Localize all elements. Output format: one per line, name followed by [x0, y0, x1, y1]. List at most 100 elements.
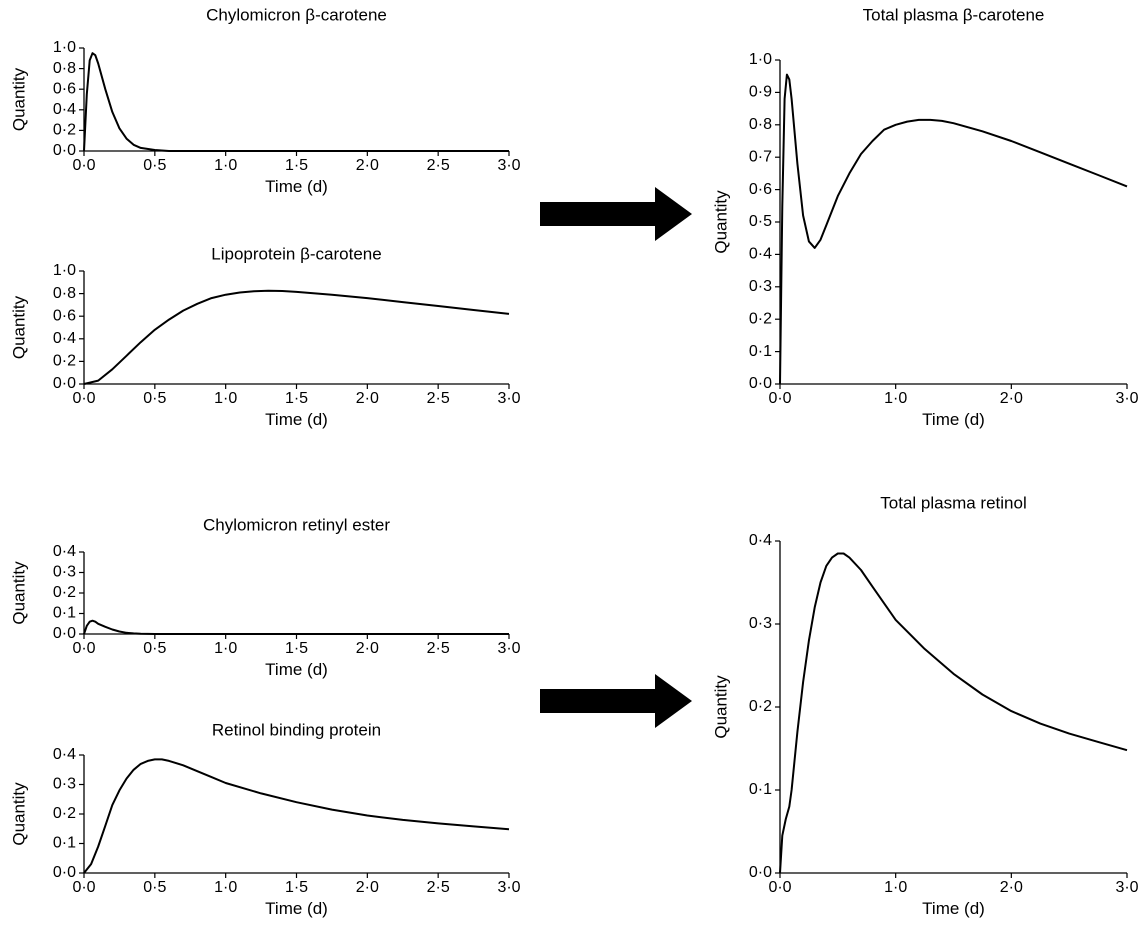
x-axis-label: Time (d): [265, 660, 328, 679]
y-tick-label: 0·3: [749, 615, 772, 632]
y-tick-label: 0·4: [749, 532, 772, 549]
series-line: [83, 289, 510, 385]
y-tick-label: 0·6: [53, 80, 76, 97]
y-tick-label: 0·9: [749, 84, 772, 101]
x-tick-label: 2·0: [356, 157, 379, 174]
chart-title: Chylomicron β-carotene: [206, 5, 387, 24]
x-tick-label: 0·5: [143, 640, 166, 657]
y-tick-label: 0·8: [53, 285, 76, 302]
y-tick-label: 0·4: [749, 246, 772, 263]
chart-panel-6: Total plasma retinol 0·0 1·0 2·0 3·0 0·0 0·1 0·…: [711, 493, 1138, 918]
y-tick-label: 0·1: [749, 343, 772, 360]
x-tick-label: 2·5: [427, 157, 450, 174]
y-tick-label: 0·0: [749, 375, 772, 392]
x-tick-label: 3·0: [497, 879, 520, 896]
series-line: [83, 52, 509, 152]
x-tick-label: 2·5: [427, 390, 450, 407]
y-tick-label: 0·2: [749, 698, 772, 715]
y-tick-label: 0·2: [53, 805, 76, 822]
x-tick-label: 1·5: [285, 390, 308, 407]
x-tick-label: 0·5: [143, 157, 166, 174]
chart-panel-5: Retinol binding protein 0·0 0·5 1·0 1·5 2·0 2·…: [9, 720, 520, 918]
x-tick-label: 2·0: [356, 390, 379, 407]
y-tick-label: 0·3: [53, 776, 76, 793]
x-tick-label: 2·5: [427, 879, 450, 896]
y-tick-label: 0·2: [749, 310, 772, 327]
y-tick-label: 0·5: [749, 213, 772, 230]
chart-title: Total plasma retinol: [880, 493, 1026, 512]
x-tick-label: 1·5: [285, 879, 308, 896]
y-tick-label: 0·2: [53, 584, 76, 601]
y-tick-label: 0·4: [53, 746, 76, 763]
x-axis-label: Time (d): [265, 899, 328, 918]
x-tick-label: 2·5: [427, 640, 450, 657]
chart-title: Lipoprotein β-carotene: [211, 244, 381, 263]
series-line: [779, 552, 1128, 874]
chart-title: Retinol binding protein: [212, 720, 381, 739]
x-tick-label: 1·5: [285, 640, 308, 657]
y-tick-label: 0·6: [749, 181, 772, 198]
y-tick-label: 0·0: [53, 625, 76, 642]
y-tick-label: 0·2: [53, 122, 76, 139]
x-tick-label: 1·0: [214, 157, 237, 174]
chart-panel-2: Lipoprotein β-carotene 0·0 0·5 1·0 1·5 2·0 2·5…: [9, 244, 520, 429]
x-tick-label: 0·0: [768, 879, 791, 896]
y-tick-label: 0·4: [53, 543, 76, 560]
x-tick-label: 3·0: [497, 390, 520, 407]
y-tick-label: 0·1: [53, 835, 76, 852]
chart-title: Chylomicron retinyl ester: [203, 515, 390, 534]
x-tick-label: 0·0: [768, 390, 791, 407]
chart-title: Total plasma β-carotene: [863, 5, 1045, 24]
y-axis-label: Quantity: [9, 561, 28, 625]
x-tick-label: 2·0: [356, 640, 379, 657]
x-axis-label: Time (d): [922, 410, 985, 429]
chart-panel-1: Chylomicron β-carotene 0·0 0·5 1·0 1·5 2·0 2·5…: [9, 5, 520, 196]
x-tick-label: 3·0: [1115, 390, 1138, 407]
series-line: [83, 619, 509, 635]
y-tick-label: 0·6: [53, 307, 76, 324]
x-tick-label: 2·0: [1000, 879, 1023, 896]
x-tick-label: 1·0: [214, 640, 237, 657]
y-tick-label: 0·8: [53, 60, 76, 77]
x-axis-label: Time (d): [922, 899, 985, 918]
x-tick-label: 3·0: [1115, 879, 1138, 896]
x-axis-label: Time (d): [265, 177, 328, 196]
y-tick-label: 0·1: [53, 605, 76, 622]
y-tick-label: 0·4: [53, 101, 76, 118]
y-tick-label: 1·0: [749, 51, 772, 68]
x-tick-label: 1·0: [884, 390, 907, 407]
x-tick-label: 1·0: [214, 879, 237, 896]
y-tick-label: 0·3: [749, 278, 772, 295]
x-tick-label: 0·5: [143, 390, 166, 407]
y-tick-label: 1·0: [53, 39, 76, 56]
y-tick-label: 1·0: [53, 262, 76, 279]
x-tick-label: 3·0: [497, 640, 520, 657]
y-tick-label: 0·0: [53, 375, 76, 392]
y-tick-label: 0·3: [53, 564, 76, 581]
y-axis-label: Quantity: [711, 190, 730, 254]
y-tick-label: 0·1: [749, 781, 772, 798]
y-tick-label: 0·7: [749, 148, 772, 165]
y-tick-label: 0·8: [749, 116, 772, 133]
y-tick-label: 0·2: [53, 353, 76, 370]
y-tick-label: 0·4: [53, 330, 76, 347]
x-tick-label: 2·0: [356, 879, 379, 896]
y-axis-label: Quantity: [711, 675, 730, 739]
x-tick-label: 0·0: [72, 640, 95, 657]
y-tick-label: 0·0: [749, 864, 772, 881]
y-tick-label: 0·0: [53, 864, 76, 881]
y-axis-label: Quantity: [9, 67, 28, 131]
x-tick-label: 0·0: [72, 879, 95, 896]
arrow-right-icon-bottom: [540, 674, 692, 728]
x-axis-label: Time (d): [265, 410, 328, 429]
series-line: [779, 73, 1128, 385]
y-tick-label: 0·0: [53, 142, 76, 159]
x-tick-label: 2·0: [1000, 390, 1023, 407]
chart-panel-3: Total plasma β-carotene 0·0 1·0 2·0 3·0 0·0 0·…: [711, 5, 1138, 429]
y-axis-label: Quantity: [9, 782, 28, 846]
x-tick-label: 0·0: [72, 157, 95, 174]
series-line: [83, 758, 510, 874]
arrow-right-icon-top: [540, 187, 692, 241]
x-tick-label: 0·5: [143, 879, 166, 896]
chart-panel-4: Chylomicron retinyl ester 0·0 0·5 1·0 1·5 2·0…: [9, 515, 520, 679]
